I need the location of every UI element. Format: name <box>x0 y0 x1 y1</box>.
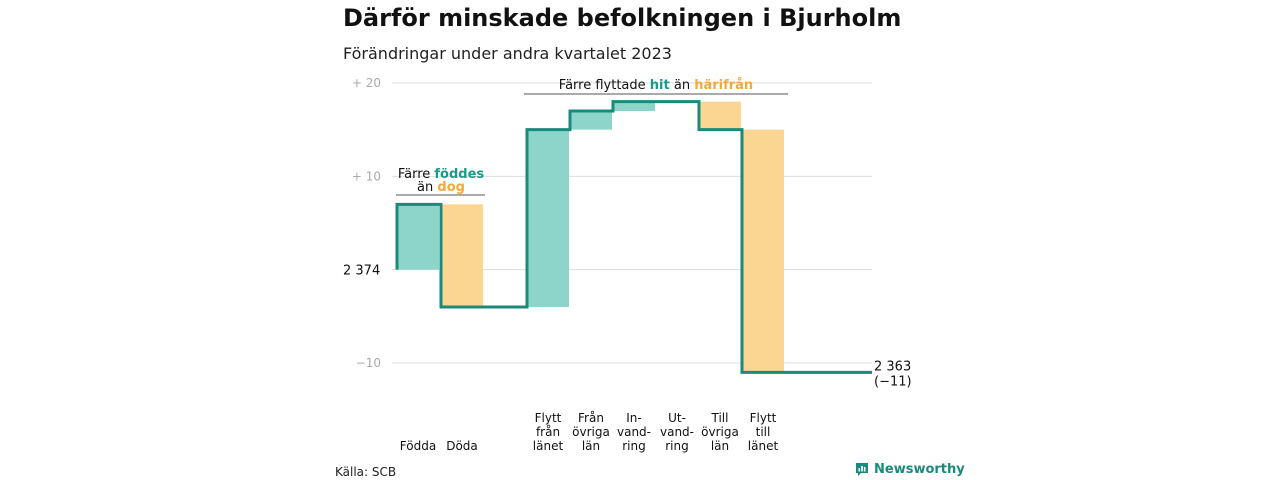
category-label: län <box>711 439 729 453</box>
newsworthy-logo-icon <box>856 463 868 476</box>
bar-in <box>570 111 612 130</box>
category-label: övriga <box>572 425 610 439</box>
annotation-part: föddes <box>434 167 484 182</box>
category-label: län <box>582 439 600 453</box>
annotation-part: härifrån <box>694 78 753 93</box>
annotation-births-deaths-line1: Färre föddes <box>398 167 485 182</box>
annotation-part: hit <box>650 78 670 93</box>
y-tick-label: −10 <box>356 356 381 370</box>
category-label: ring <box>665 439 689 453</box>
category-label: Till <box>711 411 729 425</box>
bar-out <box>441 204 483 307</box>
chart-subtitle: Förändringar under andra kvartalet 2023 <box>343 44 672 63</box>
bar-out <box>742 129 784 373</box>
y-tick-label: + 10 <box>352 169 381 183</box>
annotation-part: än <box>670 78 694 93</box>
bar-in <box>527 129 569 307</box>
category-label: Flytt <box>535 411 562 425</box>
category-label: länet <box>533 439 564 453</box>
y-tick-label: + 20 <box>352 76 381 90</box>
annotation-part: dog <box>437 180 465 195</box>
bar-in <box>613 101 655 111</box>
source-note: Källa: SCB <box>335 465 397 479</box>
brand-name: Newsworthy <box>874 462 965 477</box>
category-label: till <box>756 425 771 439</box>
category-label: ring <box>622 439 646 453</box>
bar-in <box>397 204 439 270</box>
category-label: från <box>536 425 560 439</box>
annotation-part: Färre flyttade <box>559 78 650 93</box>
category-label: Födda <box>400 439 436 453</box>
annotation-part: Färre <box>398 167 435 182</box>
cumulative-step-line <box>395 100 872 374</box>
start-value-label: 2 374 <box>343 264 380 279</box>
bar-out <box>699 101 741 130</box>
category-label: Döda <box>446 439 478 453</box>
category-label: övriga <box>701 425 739 439</box>
chart-title: Därför minskade befolkningen i Bjurholm <box>343 4 902 32</box>
brand[interactable]: Newsworthy <box>855 462 965 477</box>
category-label: länet <box>748 439 779 453</box>
category-label: In- <box>626 411 641 425</box>
end-change-label: (−11) <box>874 374 912 389</box>
end-value-label: 2 363 <box>874 359 911 374</box>
annotation-part: än <box>417 180 437 195</box>
category-label: Från <box>578 411 604 425</box>
category-label: vand- <box>660 425 694 439</box>
category-label: vand- <box>617 425 651 439</box>
annotation-births-deaths-line2: än dog <box>417 180 465 195</box>
annotation-migration: Färre flyttade hit än härifrån <box>559 78 753 93</box>
category-label: Flytt <box>750 411 777 425</box>
category-label: Ut- <box>668 411 686 425</box>
